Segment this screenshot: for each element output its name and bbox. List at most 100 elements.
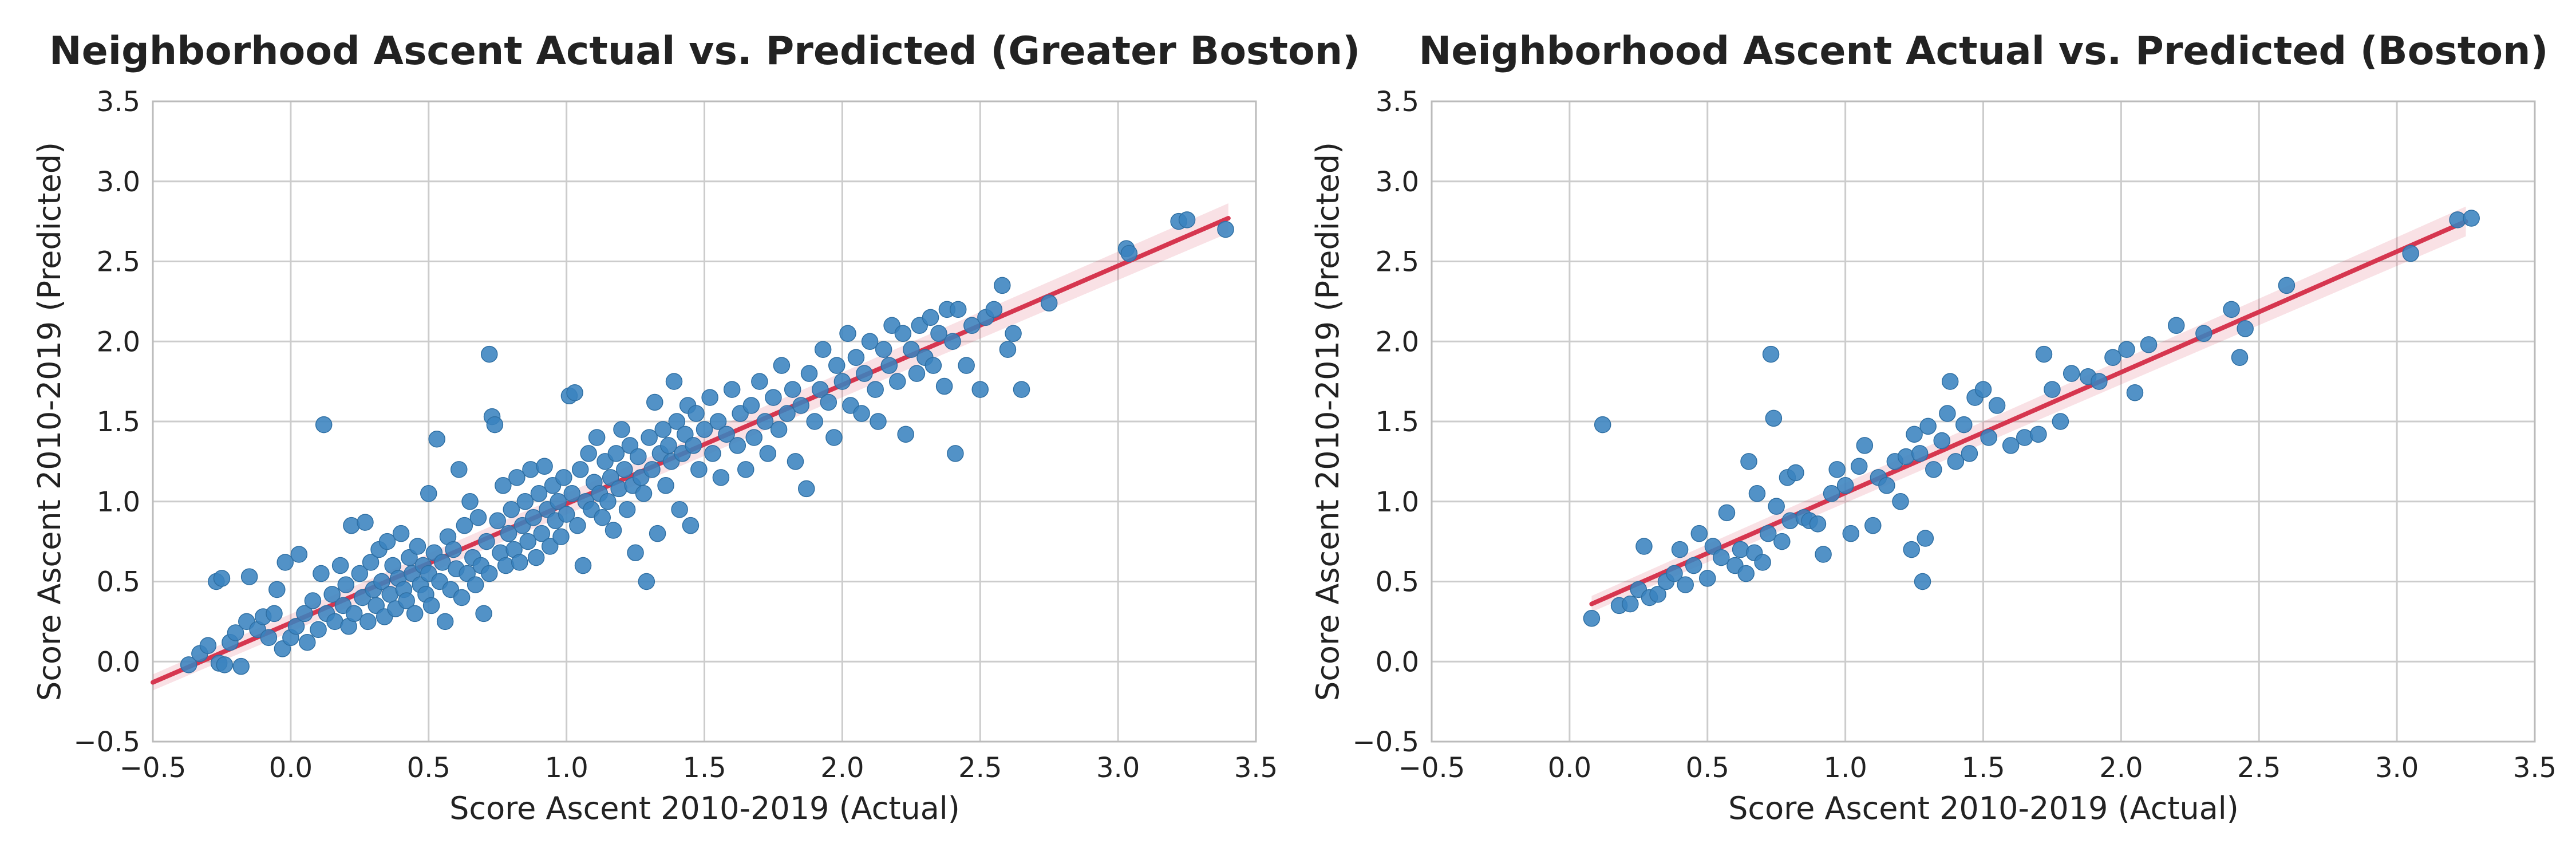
fit-line-group xyxy=(1589,206,2468,612)
data-point xyxy=(310,621,327,639)
data-point xyxy=(2223,301,2240,318)
chart-panel-boston: Neighborhood Ascent Actual vs. Predicted… xyxy=(1310,29,2557,826)
data-point xyxy=(814,341,832,358)
data-point xyxy=(456,517,473,534)
data-point xyxy=(828,357,846,374)
chart-panel-greater-boston: Neighborhood Ascent Actual vs. Predicted… xyxy=(31,29,1360,826)
data-point xyxy=(787,453,804,470)
data-point xyxy=(1732,541,1749,558)
data-point xyxy=(480,565,498,582)
data-point xyxy=(1917,530,1934,547)
data-point xyxy=(888,373,906,390)
y-tick-label: 0.5 xyxy=(1376,566,1419,598)
data-point xyxy=(1120,245,1138,262)
data-point xyxy=(1781,512,1799,530)
data-point xyxy=(489,512,506,530)
data-point xyxy=(2278,277,2296,294)
data-point xyxy=(469,509,487,526)
x-tick-label: 3.5 xyxy=(2513,752,2557,784)
data-point xyxy=(1765,409,1783,427)
data-point xyxy=(2402,245,2419,262)
data-point xyxy=(323,586,341,603)
data-point xyxy=(422,597,440,614)
y-tick-label: 2.5 xyxy=(1376,246,1419,278)
data-point xyxy=(2126,384,2144,401)
data-point xyxy=(2063,365,2080,382)
y-tick-label: 1.5 xyxy=(1376,406,1419,438)
y-tick-label: −0.5 xyxy=(73,726,140,758)
x-tick-label: 2.5 xyxy=(958,752,1002,784)
data-point xyxy=(453,589,471,606)
data-point xyxy=(428,430,445,448)
data-point xyxy=(2016,429,2033,446)
data-point xyxy=(641,429,658,446)
data-point xyxy=(690,461,708,478)
data-point xyxy=(779,405,796,422)
data-point xyxy=(1178,211,1196,228)
data-point xyxy=(660,437,677,454)
data-point xyxy=(649,525,666,542)
data-point xyxy=(856,365,873,382)
data-point xyxy=(682,517,700,534)
x-tick-label: 3.5 xyxy=(1234,752,1278,784)
data-point xyxy=(569,517,586,534)
data-point xyxy=(373,573,390,590)
data-point xyxy=(718,425,735,443)
data-point xyxy=(773,357,791,374)
data-point xyxy=(847,349,865,366)
data-point xyxy=(971,381,989,398)
data-point xyxy=(1961,445,1978,462)
data-point xyxy=(2002,437,2020,454)
data-point xyxy=(607,445,625,462)
data-point xyxy=(947,445,964,462)
data-point xyxy=(839,325,856,342)
data-point xyxy=(304,592,322,609)
data-point xyxy=(420,485,437,502)
x-tick-label: 2.5 xyxy=(2237,752,2281,784)
y-tick-label: 0.5 xyxy=(97,566,140,598)
data-point xyxy=(530,485,548,502)
data-point xyxy=(742,397,760,414)
y-tick-label: 2.0 xyxy=(1376,326,1419,358)
data-point xyxy=(1594,416,1611,434)
data-point xyxy=(574,557,592,574)
data-point xyxy=(1677,576,1694,593)
data-point xyxy=(268,581,286,598)
data-point xyxy=(1815,546,1832,563)
data-point xyxy=(880,357,898,374)
data-point xyxy=(199,637,217,655)
y-tick-label: 3.5 xyxy=(1376,86,1419,118)
data-point xyxy=(696,421,713,438)
data-point xyxy=(1685,557,1702,574)
data-point xyxy=(759,445,777,462)
x-tick-label: 0.5 xyxy=(1686,752,1729,784)
data-point xyxy=(1823,485,1840,502)
y-tick-labels: −0.5 0.0 0.5 1.0 1.5 2.0 2.5 3.0 3.5 xyxy=(1352,86,1419,758)
data-point xyxy=(445,541,462,558)
data-point xyxy=(2030,425,2047,443)
data-point xyxy=(605,522,622,539)
data-point xyxy=(630,448,647,466)
data-point xyxy=(227,624,244,641)
data-point xyxy=(533,525,551,542)
data-point xyxy=(994,277,1011,294)
y-tick-label: 1.0 xyxy=(1376,486,1419,518)
data-point xyxy=(1911,445,1929,462)
x-tick-label: 0.5 xyxy=(407,752,451,784)
y-tick-label: 1.0 xyxy=(97,486,140,518)
data-point xyxy=(1754,554,1771,571)
data-point xyxy=(1740,453,1757,470)
data-point xyxy=(751,373,768,390)
data-point xyxy=(1933,432,1950,450)
x-tick-label: 3.0 xyxy=(2375,752,2419,784)
data-point xyxy=(580,445,597,462)
data-point xyxy=(337,576,354,593)
x-tick-label: −0.5 xyxy=(120,752,187,784)
data-point xyxy=(1762,345,1780,363)
data-point xyxy=(1773,533,1791,550)
data-point xyxy=(359,613,377,631)
data-point xyxy=(343,517,360,534)
data-point xyxy=(737,461,754,478)
data-point xyxy=(2231,349,2249,366)
